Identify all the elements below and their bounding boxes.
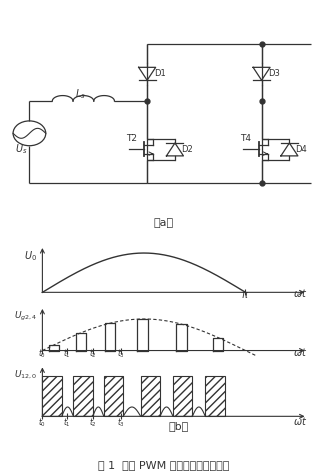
Text: $U_s$: $U_s$ xyxy=(15,142,27,156)
Text: （b）: （b） xyxy=(168,421,188,431)
Text: D2: D2 xyxy=(181,145,193,154)
Text: $\omega t$: $\omega t$ xyxy=(293,346,307,358)
Text: $t_2$: $t_2$ xyxy=(89,416,97,428)
Text: D4: D4 xyxy=(295,145,307,154)
Bar xyxy=(141,376,160,416)
Text: $t_3$: $t_3$ xyxy=(117,347,125,360)
Bar xyxy=(43,376,62,416)
Text: $U_0$: $U_0$ xyxy=(24,249,37,263)
Text: T2: T2 xyxy=(126,134,137,143)
Text: （a）: （a） xyxy=(153,218,174,228)
Text: $U_{g2,4}$: $U_{g2,4}$ xyxy=(14,310,37,323)
Text: 图 1  桥式 PWM 变换电路及相关波形: 图 1 桥式 PWM 变换电路及相关波形 xyxy=(98,460,229,470)
Text: T4: T4 xyxy=(240,134,251,143)
Text: $\omega t$: $\omega t$ xyxy=(293,415,307,427)
Bar xyxy=(205,376,225,416)
Text: $t_3$: $t_3$ xyxy=(117,416,125,428)
Text: $\omega t$: $\omega t$ xyxy=(293,287,307,299)
Text: D3: D3 xyxy=(268,69,280,78)
Text: $t_1$: $t_1$ xyxy=(63,347,71,360)
Text: $t_0$: $t_0$ xyxy=(38,347,46,360)
Text: $t_0$: $t_0$ xyxy=(38,416,46,428)
Bar xyxy=(173,376,192,416)
Text: $t_1$: $t_1$ xyxy=(63,416,71,428)
Text: D1: D1 xyxy=(154,69,165,78)
Text: $\pi$: $\pi$ xyxy=(242,290,250,300)
Text: $t_2$: $t_2$ xyxy=(89,347,97,360)
Text: $U_{12,0}$: $U_{12,0}$ xyxy=(14,369,37,381)
Bar xyxy=(104,376,123,416)
Text: $L_s$: $L_s$ xyxy=(75,87,86,101)
Bar xyxy=(74,376,93,416)
